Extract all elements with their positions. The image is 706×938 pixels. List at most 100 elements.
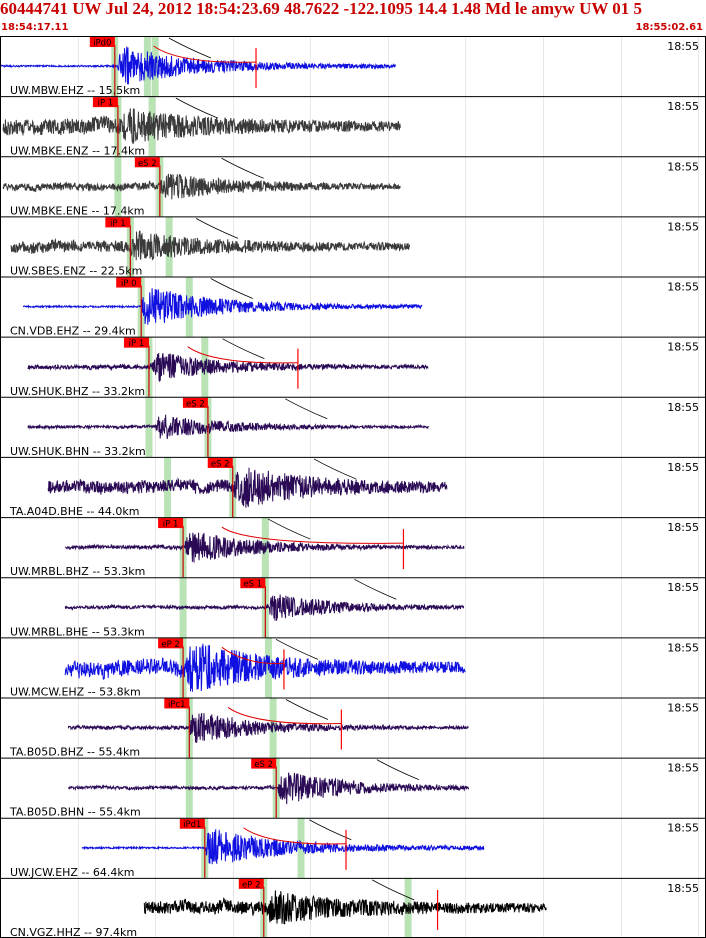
waveform [47, 467, 448, 508]
station-label: UW.MRBL.BHE -- 53.3km [10, 625, 145, 638]
station-label: UW.MRBL.BHZ -- 53.3km [10, 565, 145, 578]
trace-row: iPc1 18:55 TA.B05D.BHZ -- 55.4km [0, 697, 706, 759]
pick-label: eS 2 [138, 159, 157, 169]
pick-label-box [207, 457, 233, 468]
moveout-curve [285, 699, 329, 720]
station-label: UW.SHUK.BHN -- 33.2km [10, 445, 146, 458]
pick-label-box [179, 818, 205, 829]
time-start: 18:54:17.11 [1, 22, 69, 33]
trace-row: iPd1 18:55 UW.JCW.EHZ -- 64.4km [0, 817, 706, 879]
waveform [143, 890, 547, 925]
pick-label: eP 2 [161, 640, 179, 650]
trace-row: eS 2 18:55 UW.SHUK.BHN -- 33.2km [0, 396, 706, 458]
pick-label-box [182, 397, 208, 408]
pick-label: iPd1 [183, 820, 201, 830]
pick-label: iP 1 [110, 219, 126, 229]
trace-row: iP 1 18:55 UW.SBES.ENZ -- 22.5km [0, 216, 706, 278]
minute-label: 18:55 [667, 521, 699, 534]
minute-label: 18:55 [667, 701, 699, 714]
moveout-curve [275, 638, 319, 660]
station-label: UW.MBKE.ENE -- 17.4km [10, 204, 145, 217]
trace-row: eS 2 18:55 TA.B05D.BHN -- 55.4km [0, 757, 706, 819]
pick-label: iPd0 [93, 39, 111, 49]
pick-label: iP 1 [163, 520, 179, 530]
station-label: UW.JCW.EHZ -- 64.4km [10, 866, 134, 879]
waveform [27, 352, 429, 383]
coda-curve [227, 707, 342, 725]
pick-label: eS 2 [186, 399, 205, 409]
pick-label-box [134, 157, 160, 168]
waveform [2, 173, 401, 200]
minute-label: 18:55 [667, 401, 699, 414]
pick-label: eP 2 [242, 880, 260, 890]
pick-label: eS 1 [243, 580, 262, 590]
minute-label: 18:55 [667, 581, 699, 594]
waveform [81, 829, 485, 865]
trace-row: eS 2 18:55 TA.A04D.BHE -- 44.0km [0, 456, 706, 518]
pick-label-box [92, 97, 118, 108]
moveout-curve [221, 157, 264, 179]
waveform [67, 772, 470, 805]
pick-label-box [89, 37, 115, 47]
moveout-curve [222, 338, 265, 360]
waveform [27, 414, 429, 440]
pick-label: iPc1 [168, 700, 186, 710]
trace-row: eS 2 18:55 UW.MBKE.ENE -- 17.4km [0, 156, 706, 217]
trace-row: iPd0 18:55 UW.MBW.EHZ -- 15.5km [0, 36, 699, 97]
minute-label: 18:55 [667, 461, 699, 474]
station-label: TA.A04D.BHE -- 44.0km [9, 505, 139, 518]
pick-label-box [251, 758, 277, 769]
pick-label-box [238, 878, 264, 889]
station-label: UW.SHUK.BHZ -- 33.2km [10, 385, 145, 398]
pick-label-box [116, 277, 142, 288]
station-label: UW.MBKE.ENZ -- 17.4km [10, 144, 145, 157]
waveform [67, 712, 469, 744]
waveform [22, 288, 423, 325]
pick-label-box [158, 518, 184, 529]
moveout-curve [376, 759, 419, 780]
station-label: UW.MCW.EHZ -- 53.8km [10, 685, 141, 698]
coda-curve [221, 646, 284, 665]
pick-label: eS 2 [254, 760, 273, 770]
moveout-curve [371, 879, 415, 901]
seismogram-panel: iPd0 18:55 UW.MBW.EHZ -- 15.5km iP 1 18:55 UW… [0, 36, 706, 938]
moveout-curve [210, 278, 253, 299]
coda-curve [243, 827, 347, 845]
pick-label: iP 0 [121, 279, 137, 289]
minute-label: 18:55 [667, 220, 699, 233]
trace-row: iP 0 18:55 CN.VDB.EHZ -- 29.4km [0, 276, 706, 338]
minute-label: 18:55 [667, 822, 699, 835]
moveout-curve [285, 398, 328, 420]
pick-label-box [123, 337, 149, 348]
waveform [64, 643, 466, 692]
header: 60444741 UW Jul 24, 2012 18:54:23.69 48.… [0, 0, 706, 36]
waveform [64, 594, 465, 621]
minute-label: 18:55 [667, 641, 699, 654]
waveform [0, 46, 397, 85]
minute-label: 18:55 [667, 160, 699, 173]
pick-label: iP 1 [98, 99, 114, 109]
trace-row: iP 1 18:55 UW.SHUK.BHZ -- 33.2km [0, 336, 706, 398]
minute-label: 18:55 [667, 882, 699, 895]
pick-label-box [164, 698, 190, 709]
moveout-curve [175, 97, 219, 119]
moveout-curve [267, 518, 311, 540]
station-label: TA.B05D.BHN -- 55.4km [9, 806, 141, 819]
pick-label-box [158, 638, 184, 649]
station-label: CN.VGZ.HHZ -- 97.4km [10, 926, 137, 938]
moveout-curve [313, 458, 357, 480]
waveform [64, 532, 465, 563]
moveout-curve [168, 37, 212, 59]
trace-row: eP 2 18:55 UW.MCW.EHZ -- 53.8km [0, 637, 706, 698]
pick-label-box [105, 217, 131, 228]
station-label: TA.B05D.BHZ -- 55.4km [9, 746, 140, 759]
trace-row: iP 1 18:55 UW.MBKE.ENZ -- 17.4km [0, 96, 706, 157]
pick-label: iP 1 [129, 339, 145, 349]
minute-label: 18:55 [667, 100, 699, 113]
coda-curve [221, 526, 404, 544]
station-label: UW.MBW.EHZ -- 15.5km [10, 84, 140, 97]
minute-label: 18:55 [667, 40, 699, 53]
coda-curve [153, 45, 257, 63]
event-title: 60444741 UW Jul 24, 2012 18:54:23.69 48.… [0, 0, 643, 18]
time-end: 18:55:02.61 [635, 22, 703, 33]
